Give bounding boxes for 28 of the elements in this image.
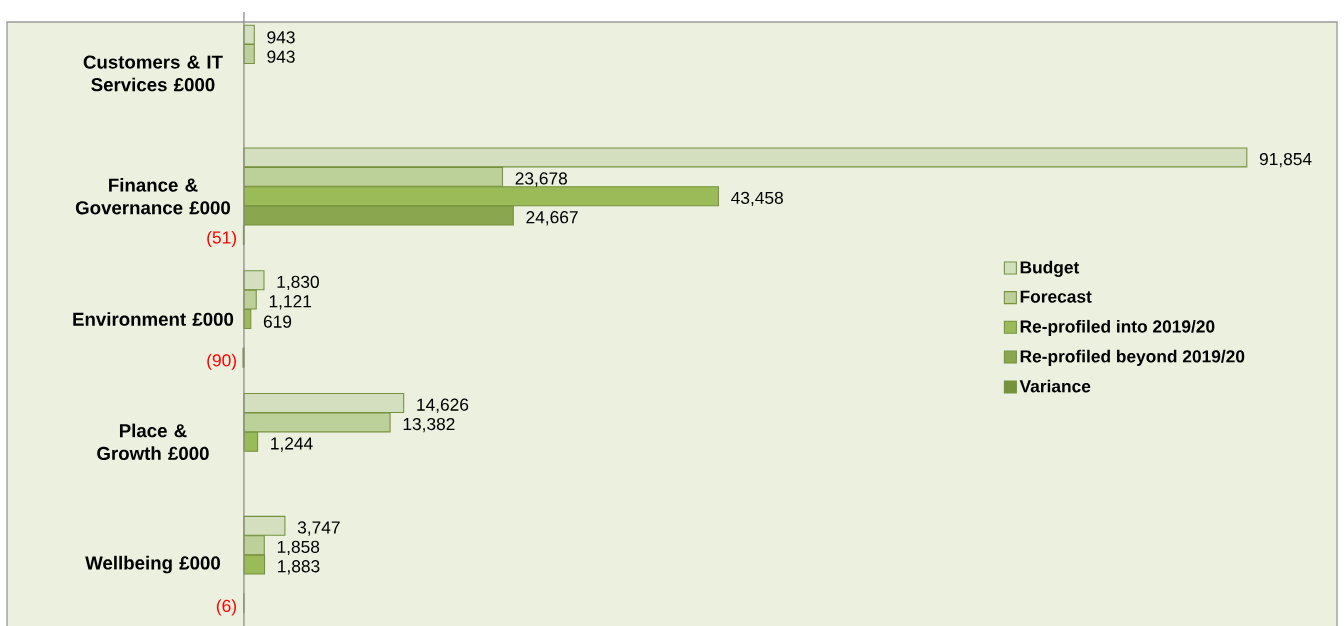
data-label: 23,678 — [515, 172, 568, 187]
data-label: (51) — [207, 230, 236, 248]
data-label: 43,458 — [731, 191, 783, 207]
data-label: 1,883 — [278, 560, 320, 575]
legend-label: Budget — [1020, 260, 1080, 277]
legend-label: Variance — [1019, 379, 1091, 393]
data-label: 13,382 — [403, 417, 455, 433]
y-tick-label: Finance & Governance £000 — [75, 178, 230, 215]
data-label: 1,121 — [269, 295, 312, 310]
data-label: 1,244 — [271, 437, 313, 452]
data-label: 1,830 — [277, 275, 319, 291]
data-label: 14,626 — [417, 398, 469, 413]
data-label: 3,747 — [297, 521, 340, 536]
y-tick-label: Wellbeing £000 — [85, 555, 220, 574]
y-tick-label: Environment £000 — [73, 312, 234, 326]
y-tick-label: Place & Growth £000 — [97, 423, 209, 460]
legend-label: Forecast — [1020, 290, 1092, 303]
legend-label: Re-profiled beyond 2019/20 — [1020, 349, 1245, 366]
data-label: 943 — [267, 31, 295, 44]
data-label: 91,854 — [1259, 152, 1312, 168]
data-label: 24,667 — [526, 211, 578, 226]
data-label: 943 — [267, 50, 295, 63]
legend-label: Re-profiled into 2019/20 — [1020, 319, 1215, 337]
data-label: (90) — [207, 353, 236, 370]
data-label: 1,858 — [277, 540, 320, 556]
y-tick-label: Customers & IT Services £000 — [83, 55, 223, 92]
data-label: (6) — [216, 599, 236, 616]
data-label: 619 — [263, 315, 292, 328]
